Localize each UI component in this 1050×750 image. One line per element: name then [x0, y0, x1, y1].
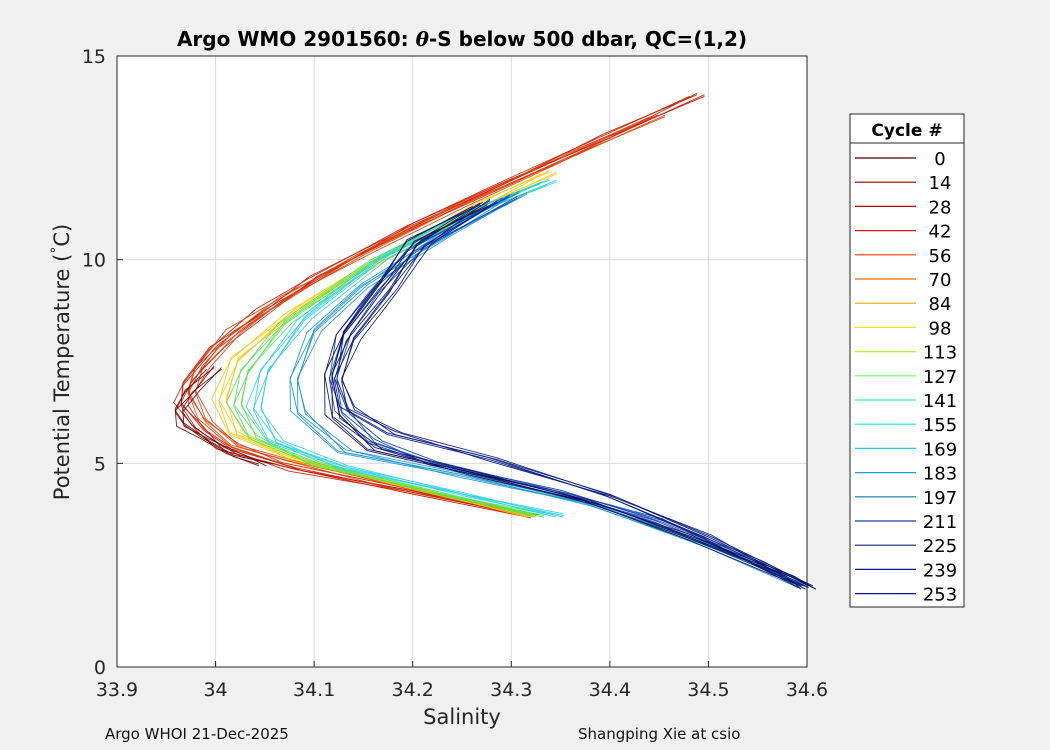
legend-box	[849, 113, 965, 608]
y-tick-label: 10	[82, 250, 106, 272]
y-tick-label: 0	[94, 657, 106, 679]
x-tick-label: 33.9	[96, 679, 138, 701]
legend-label: 70	[929, 270, 952, 291]
legend-label: 239	[923, 560, 957, 581]
legend-label: 113	[923, 343, 957, 364]
series-line	[331, 205, 809, 587]
title-rest: -S below 500 dbar, QC=(1,2)	[429, 27, 747, 51]
series-line	[289, 192, 806, 587]
series-line	[324, 205, 802, 587]
plot-area	[117, 56, 807, 667]
legend-label: 28	[929, 197, 952, 218]
series-line	[296, 192, 814, 587]
x-axis-ticks: 33.9 34 34.1 34.2 34.3 34.4 34.5 34.6	[96, 661, 828, 701]
x-tick-label: 34.4	[589, 679, 631, 701]
y-axis-ticks: 0 5 10 15	[82, 46, 123, 679]
title-main: Argo WMO 2901560:	[177, 27, 416, 51]
series-line	[182, 368, 267, 467]
legend-label: 169	[923, 439, 957, 460]
legend-label: 42	[929, 222, 952, 243]
y-axis-label: Potential Temperature (°C)	[49, 224, 74, 500]
legend-label: 127	[923, 367, 957, 388]
x-tick-label: 34.5	[687, 679, 729, 701]
series-line	[182, 367, 274, 465]
x-tick-label: 34	[203, 679, 227, 701]
footer-credit-right: Shangping Xie at csio	[578, 725, 741, 743]
data-series	[173, 92, 817, 590]
series-line	[180, 92, 698, 519]
series-line	[194, 114, 666, 511]
plot-frame	[116, 55, 808, 668]
x-tick-label: 34.6	[786, 679, 828, 701]
series-line	[194, 116, 666, 513]
legend-label: 225	[923, 536, 957, 557]
series-line	[187, 116, 651, 513]
footer-credit-left: Argo WHOI 21-Dec-2025	[105, 725, 289, 743]
y-label-main: Potential Temperature (	[50, 254, 74, 501]
legend-label: 253	[923, 585, 957, 606]
legend-label: 183	[923, 464, 957, 485]
series-line	[331, 204, 817, 590]
x-axis-label: Salinity	[423, 705, 501, 729]
legend-label: 14	[929, 173, 952, 194]
x-tick-label: 34.1	[293, 679, 335, 701]
series-line	[336, 197, 809, 587]
series-line	[253, 179, 557, 516]
legend-title: Cycle #	[871, 121, 942, 141]
legend-label: 155	[923, 415, 957, 436]
chart-title: Argo WMO 2901560: θ-S below 500 dbar, QC…	[177, 27, 747, 51]
series-line	[333, 200, 806, 587]
title-theta: θ	[416, 27, 430, 51]
legend-label: 211	[923, 512, 957, 533]
y-tick-label: 15	[82, 46, 106, 68]
x-tick-label: 34.2	[392, 679, 434, 701]
series-line	[187, 112, 658, 509]
y-tick-label: 5	[94, 453, 106, 475]
legend-label: 0	[934, 149, 945, 170]
series-line	[188, 94, 705, 516]
series-line	[174, 368, 260, 467]
series-line	[341, 200, 814, 587]
legend-label: 197	[923, 488, 957, 509]
legend: Cycle # 0 14 28 42 56 70 84 98 113 127 141 155 169 18…	[849, 113, 965, 608]
legend-entries: 0 14 28 42 56 70 84 98 113 127 141 155 169 183 197 211 2…	[855, 149, 957, 606]
y-label-degree: °	[49, 247, 65, 254]
y-label-unit: C)	[50, 224, 74, 247]
legend-label: 84	[929, 294, 952, 315]
legend-label: 141	[923, 391, 957, 412]
legend-label: 98	[929, 318, 952, 339]
legend-label: 56	[929, 246, 952, 267]
x-tick-label: 34.3	[490, 679, 532, 701]
